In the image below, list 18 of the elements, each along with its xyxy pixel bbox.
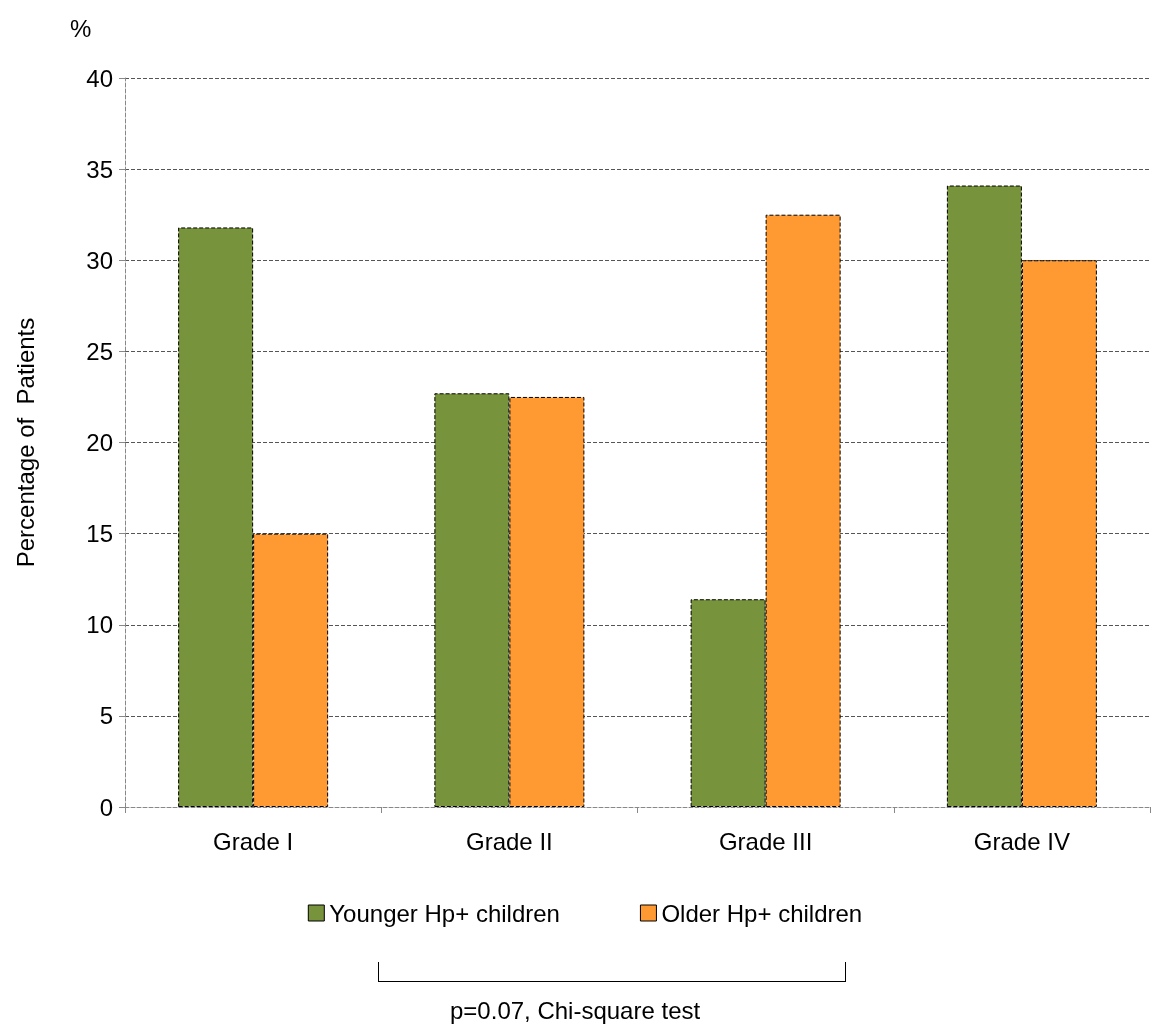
y-tick-label: 0 [99,793,113,821]
y-tick-label: 35 [86,155,113,183]
x-tick-label: Grade I [213,827,294,855]
y-tick-label: 30 [86,246,113,274]
legend-label: Older Hp+ children [661,899,863,927]
y-tick-label: 25 [86,337,113,365]
y-tick-label: 15 [86,520,113,548]
y-tick-label: 10 [86,611,113,639]
y-tick-label: 5 [99,702,113,730]
x-tick-label: Grade III [718,827,813,855]
legend-label: Younger Hp+ children [329,899,560,927]
y-tick-label: 40 [86,64,113,92]
y-axis-title: Percentage of Patients [11,317,39,568]
y-tick-label: 20 [86,429,113,456]
text: % [70,14,92,42]
text: p=0.07, Chi-square test [450,996,701,1024]
x-tick-label: Grade IV [973,827,1070,855]
x-tick-label: Grade II [466,827,553,855]
